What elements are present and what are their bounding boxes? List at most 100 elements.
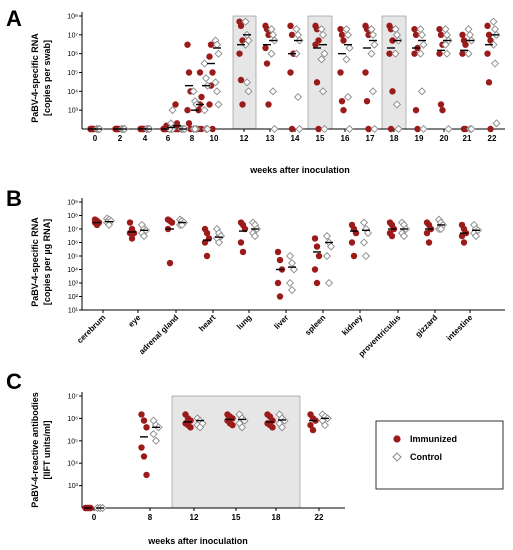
- c-point-immunized: [269, 424, 276, 431]
- panel-a-ylabel-1: PaBV-4-specific RNA: [30, 33, 40, 123]
- a-point-control: [317, 55, 326, 64]
- c-x-tick-label: 12: [190, 513, 199, 522]
- a-point-immunized: [172, 101, 179, 108]
- a-point-immunized: [263, 60, 271, 67]
- a-point-immunized: [462, 41, 469, 48]
- a-point-immunized: [262, 44, 269, 52]
- a-point-control: [467, 124, 476, 134]
- b-point-control: [363, 229, 373, 238]
- a-point-immunized: [436, 50, 443, 57]
- a-point-control: [168, 106, 177, 115]
- a-point-control: [318, 30, 328, 39]
- b-point-immunized: [201, 239, 209, 246]
- legend-label-immunized: Immunized: [410, 434, 457, 444]
- a-point-control: [368, 30, 378, 39]
- b-point-control: [322, 251, 332, 261]
- b-point-immunized: [126, 219, 134, 226]
- a-point-immunized: [237, 22, 245, 30]
- b-point-control: [322, 232, 332, 241]
- b-x-tick-label: kidney: [340, 313, 365, 338]
- panel-letter-b: B: [6, 186, 22, 211]
- b-y-tick-label: 10⁴: [67, 267, 78, 274]
- a-x-tick-label: 15: [316, 134, 325, 143]
- c-y-tick-label: 10⁴: [67, 461, 78, 468]
- a-shaded-region: [381, 15, 407, 130]
- b-point-immunized: [350, 252, 358, 260]
- a-point-control: [200, 59, 209, 68]
- b-y-tick-label: 10³: [68, 281, 79, 288]
- b-x-tick-label: spleen: [303, 313, 327, 337]
- a-x-tick-label: 21: [463, 134, 472, 143]
- c-y-tick-label: 10⁷: [68, 394, 79, 401]
- a-point-immunized: [459, 50, 466, 57]
- b-point-immunized: [276, 256, 284, 264]
- a-point-immunized: [313, 79, 321, 86]
- a-y-tick-label: 10⁸: [67, 14, 78, 21]
- a-point-control: [211, 78, 220, 87]
- a-point-control: [214, 100, 223, 109]
- a-point-control: [293, 30, 303, 39]
- c-y-tick-label: 10⁶: [67, 416, 78, 423]
- a-point-control: [242, 78, 252, 87]
- c-point-immunized: [309, 426, 317, 434]
- b-point-control: [324, 278, 334, 288]
- a-point-immunized: [209, 69, 216, 76]
- b-point-control: [359, 218, 369, 227]
- a-point-immunized: [389, 88, 396, 95]
- a-y-tick-label: 10⁵: [67, 70, 78, 77]
- a-point-immunized: [437, 101, 445, 108]
- c-y-tick-label: 10⁵: [67, 438, 78, 445]
- a-point-immunized: [487, 125, 494, 133]
- a-point-control: [370, 124, 379, 134]
- a-point-control: [292, 25, 301, 34]
- a-point-immunized: [265, 101, 272, 108]
- b-point-control: [139, 232, 149, 241]
- panel-c-chart: 10³ 10⁴ 10⁵ 10⁶ 10⁷ 0 8 12 15 18 22 PaBV-4-reactiv…: [30, 392, 345, 546]
- a-x-tick-label: 4: [143, 134, 148, 143]
- a-point-immunized: [386, 50, 393, 57]
- legend: Immunized Control: [375, 420, 504, 490]
- c-point-control: [151, 436, 161, 445]
- a-point-immunized: [288, 31, 296, 39]
- a-point-immunized: [462, 125, 469, 133]
- b-x-tick-label: liver: [272, 313, 290, 331]
- b-point-control: [287, 286, 297, 295]
- a-point-control: [293, 92, 303, 102]
- b-point-control: [359, 238, 369, 247]
- a-point-control: [419, 124, 428, 134]
- b-point-immunized: [315, 252, 323, 260]
- b-y-tick-label: 10¹: [68, 308, 79, 315]
- legend-label-control: Control: [410, 452, 442, 462]
- a-point-control: [392, 100, 402, 109]
- a-point-immunized: [362, 69, 369, 76]
- a-point-immunized: [206, 101, 213, 108]
- a-x-tick-label: 22: [488, 134, 497, 143]
- b-x-tick-label: cerebrum: [75, 313, 107, 345]
- a-point-control: [464, 49, 473, 58]
- c-point-immunized: [138, 444, 145, 451]
- a-x-tick-label: 18: [390, 134, 399, 143]
- a-point-immunized: [185, 69, 193, 76]
- b-point-immunized: [128, 235, 136, 242]
- b-x-tick-label: heart: [197, 313, 217, 333]
- a-point-control: [417, 87, 427, 96]
- a-point-immunized: [414, 125, 421, 133]
- a-y-tick-label: 10³: [68, 108, 79, 115]
- panel-b-ylabel-1: PaBV-4-specific RNA: [30, 217, 40, 307]
- a-point-control: [492, 119, 501, 128]
- c-point-control: [195, 423, 205, 432]
- a-point-immunized: [288, 125, 296, 133]
- b-point-control: [285, 251, 295, 261]
- b-point-immunized: [460, 239, 468, 246]
- b-point-immunized: [388, 232, 396, 240]
- c-x-tick-label: 15: [232, 513, 241, 522]
- a-point-immunized: [206, 53, 213, 60]
- a-point-control: [212, 87, 222, 96]
- a-point-control: [201, 74, 211, 83]
- a-point-immunized: [239, 101, 246, 108]
- a-point-immunized: [315, 125, 322, 133]
- a-point-immunized: [236, 50, 243, 57]
- c-point-immunized: [140, 453, 148, 460]
- c-point-control: [237, 423, 247, 432]
